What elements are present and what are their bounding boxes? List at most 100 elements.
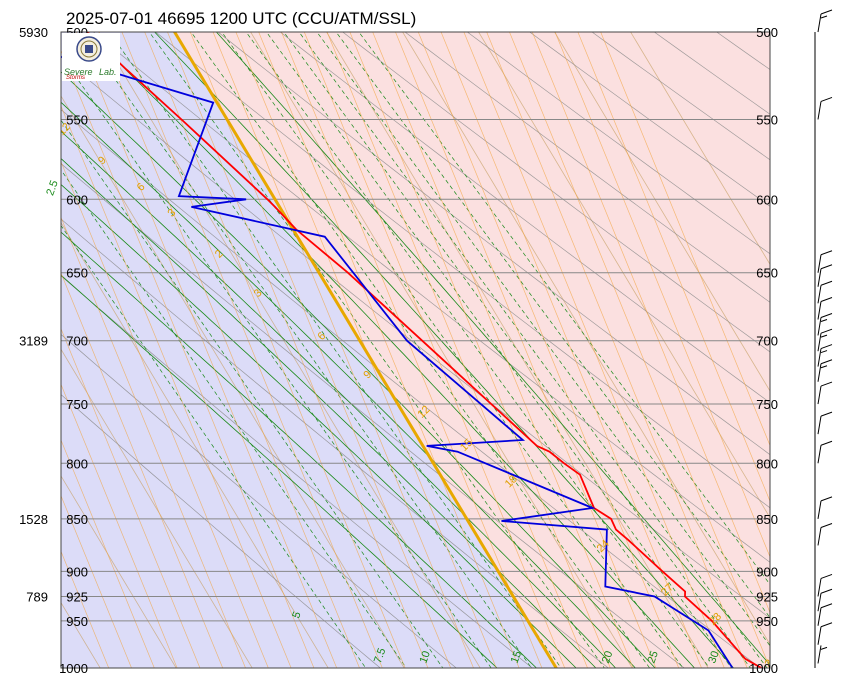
wind-barb-staff <box>817 254 822 273</box>
saturation-line <box>486 32 748 668</box>
saturation-line <box>61 494 132 668</box>
dry-adiabat-line <box>61 163 685 668</box>
isotherm-line <box>61 475 177 668</box>
mixing-ratio-line <box>335 32 770 619</box>
saturation-line <box>554 32 770 558</box>
wind-barb <box>817 645 828 664</box>
saturation-line <box>167 32 429 668</box>
wind-barb-staff <box>817 645 822 664</box>
wind-barb <box>817 496 833 519</box>
wind-barb <box>817 381 833 405</box>
wind-barb <box>817 280 833 304</box>
wind-barb-staff <box>817 578 822 597</box>
wind-barb-half-flag <box>820 318 828 322</box>
moist-adiabat-line <box>87 32 696 668</box>
pressure-label-left: 700 <box>66 334 88 349</box>
isotherm-line <box>250 32 633 668</box>
mixing-ratio-line <box>265 32 732 668</box>
wind-barbs <box>817 9 833 664</box>
saturation-line <box>61 105 292 668</box>
wind-barb-flag <box>820 280 833 286</box>
logo-text-storms: Storms <box>66 75 85 81</box>
isotherm-line <box>61 348 253 668</box>
moist-adiabat-line <box>61 231 538 668</box>
pressure-label-right: 900 <box>756 564 778 579</box>
dry-adiabat-line <box>155 32 770 509</box>
saturation-line <box>395 32 657 668</box>
mixing-ratio-line <box>358 32 770 586</box>
pressure-label-left: 650 <box>66 266 88 281</box>
wind-barb-staff <box>817 268 822 287</box>
dry-adiabat-line <box>529 32 770 207</box>
saturation-line <box>75 32 338 668</box>
dewpoint-profile-line <box>61 55 734 668</box>
wind-barb-flag <box>820 573 833 579</box>
wind-barb-staff <box>817 301 822 320</box>
wind-barb-staff <box>817 500 822 519</box>
wind-barb <box>817 328 833 352</box>
wind-barb-flag <box>820 588 833 594</box>
saturation-line <box>61 439 155 668</box>
moist-adiabat-line <box>61 101 636 668</box>
wind-barb <box>817 250 833 273</box>
dry-adiabat-line <box>466 32 770 255</box>
mixing-ratio-line <box>283 32 751 668</box>
saturation-line <box>531 32 770 614</box>
moist-adiabat-line <box>61 183 577 668</box>
wind-barb <box>817 359 833 382</box>
saturation-line <box>600 32 770 447</box>
temperature-profile-line <box>86 32 762 668</box>
wind-barb <box>817 297 833 320</box>
moist-adiabat-line <box>215 32 770 666</box>
wind-barb <box>817 622 833 645</box>
wind-barb <box>817 313 833 336</box>
wind-barb-staff <box>817 445 822 464</box>
saturation-line <box>440 32 702 668</box>
pressure-label-right: 925 <box>756 589 778 604</box>
wind-barb-half-flag <box>820 365 828 369</box>
wind-barb <box>817 603 833 626</box>
zero-isotherm-line <box>172 32 558 668</box>
pressure-label-right: 950 <box>756 614 778 629</box>
dry-adiabat-line <box>61 275 533 668</box>
wind-barb-flag <box>820 440 833 446</box>
mixing-ratio-line <box>61 169 407 668</box>
pressure-label-left: 925 <box>66 589 88 604</box>
saturation-line <box>509 32 770 668</box>
saturation-line <box>417 32 680 668</box>
dry-adiabat-line <box>217 32 770 456</box>
saturation-line <box>61 216 246 668</box>
pressure-label-right: 1000 <box>749 661 778 676</box>
wet-adiabat-label: 7.5 <box>372 647 389 665</box>
logo-text-severe: Severe <box>64 67 93 77</box>
wind-barb-flag <box>820 523 833 528</box>
height-label: 1528 <box>19 512 48 527</box>
seal-inner-ring-icon <box>80 40 98 58</box>
mixing-ratio-label: 12 <box>56 121 73 138</box>
pressure-label-left: 850 <box>66 512 88 527</box>
isotherm-line <box>630 32 770 266</box>
pressure-label-left: 550 <box>66 112 88 127</box>
pressure-label-left: 1000 <box>59 661 88 676</box>
mixing-ratio-line <box>316 32 770 647</box>
wind-barb <box>817 344 833 367</box>
moist-adiabat-line <box>154 32 735 668</box>
saturation-line <box>61 272 224 668</box>
moist-adiabat-line <box>61 71 656 668</box>
saturation-line <box>372 32 634 668</box>
moist-adiabat-line <box>61 130 617 668</box>
saturation-line <box>349 32 611 668</box>
wind-barb <box>817 411 833 435</box>
pressure-label-left: 800 <box>66 456 88 471</box>
wind-barb-flag <box>820 622 833 628</box>
height-label: 3189 <box>19 334 48 349</box>
wind-barb-flag <box>820 344 833 350</box>
isotherm-line <box>61 95 405 668</box>
wind-barb-flag <box>820 359 833 365</box>
wet-adiabat-labels: 2.5 5 7.5 10 15 20 25 30 <box>44 179 721 665</box>
mixing-ratio-line <box>221 32 684 668</box>
logo-text-lab: Lab. <box>99 67 117 77</box>
ssl-logo: Severe Storms Lab. <box>62 33 120 81</box>
